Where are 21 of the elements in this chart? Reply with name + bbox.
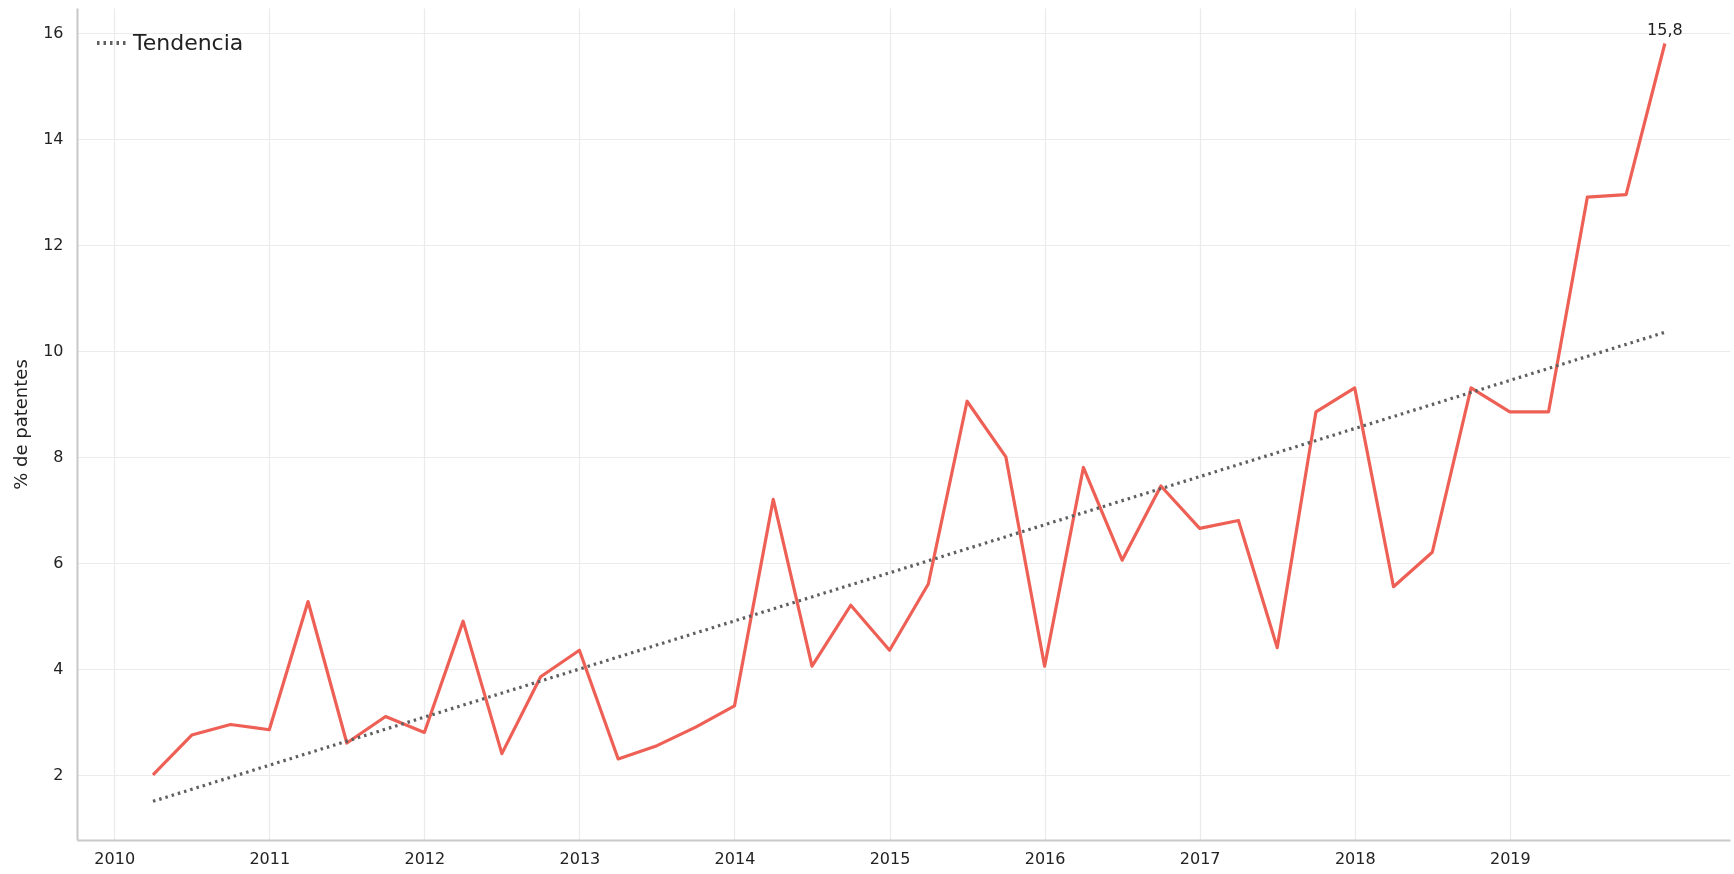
y-tick-label: 4	[53, 659, 64, 679]
x-tick-label: 2019	[1489, 848, 1531, 868]
x-tick-label: 2010	[94, 848, 136, 868]
x-tick-label: 2018	[1334, 848, 1376, 868]
x-tick-label: 2012	[404, 848, 446, 868]
y-tick-label: 6	[53, 553, 64, 573]
y-tick-label: 14	[43, 129, 64, 149]
x-tick-label: 2013	[559, 848, 601, 868]
data-label: 15,8	[1647, 19, 1683, 39]
x-tick-label: 2014	[714, 848, 756, 868]
y-axis-title: % de patentes	[10, 359, 32, 490]
y-tick-label: 10	[43, 341, 64, 361]
y-tick-label: 2	[53, 765, 64, 785]
y-tick-label: 16	[43, 23, 64, 43]
y-tick-label: 12	[43, 235, 64, 255]
x-tick-label: 2015	[869, 848, 911, 868]
x-tick-label: 2017	[1179, 848, 1221, 868]
x-tick-label: 2016	[1024, 848, 1066, 868]
y-tick-label: 8	[53, 447, 64, 467]
x-tick-label: 2011	[249, 848, 291, 868]
legend-label: Tendencia	[132, 30, 244, 55]
